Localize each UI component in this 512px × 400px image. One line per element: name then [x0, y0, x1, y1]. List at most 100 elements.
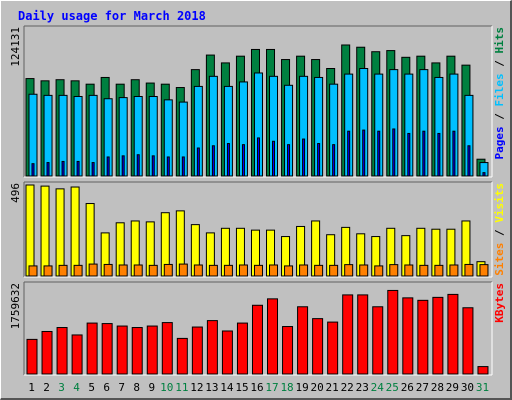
kbytes-bar: [131, 327, 143, 375]
day-label: 30: [461, 381, 474, 394]
sites-bar: [28, 265, 38, 277]
sites-bar: [133, 264, 143, 277]
sites-bar: [389, 264, 399, 277]
sites-bar: [479, 264, 489, 277]
kbytes-bar: [282, 326, 294, 375]
pages-bar: [482, 172, 486, 177]
day-label: 11: [175, 381, 188, 394]
sites-bar: [419, 264, 429, 277]
sites-bar: [434, 264, 444, 277]
kbytes-bar: [327, 321, 339, 375]
chart-title: Daily usage for March 2018: [18, 9, 206, 23]
sites-bar: [284, 265, 294, 277]
pages-bar: [181, 156, 185, 177]
pages-bar: [317, 143, 321, 177]
kbytes-bar: [101, 323, 113, 375]
pages-bar: [362, 129, 366, 177]
kbytes-bar: [71, 334, 83, 375]
kbytes-bar: [161, 322, 173, 375]
day-label: 3: [58, 381, 65, 394]
sites-bar: [299, 264, 309, 277]
pages-bar: [76, 160, 80, 177]
panel-3-ymax-label: 1759632: [9, 283, 22, 329]
day-label: 26: [401, 381, 414, 394]
sites-bar: [223, 264, 233, 277]
legend-part: /: [493, 107, 506, 127]
pages-bar: [422, 130, 426, 177]
pages-bar: [302, 138, 306, 177]
day-label: 29: [446, 381, 459, 394]
day-label: 7: [118, 381, 125, 394]
kbytes-bar: [357, 294, 369, 375]
legend-part: /: [493, 223, 506, 243]
kbytes-bar: [56, 327, 68, 375]
sites-bar: [374, 265, 384, 277]
kbytes-bar: [191, 326, 203, 375]
pages-bar: [256, 137, 260, 177]
kbytes-bar: [387, 289, 399, 375]
day-label: 18: [280, 381, 293, 394]
pages-bar: [452, 130, 456, 177]
day-label: 25: [386, 381, 399, 394]
sites-bar: [58, 264, 68, 277]
day-label: 10: [160, 381, 173, 394]
kbytes-bar: [432, 296, 444, 375]
sites-bar: [163, 263, 173, 277]
day-label: 4: [73, 381, 80, 394]
day-label: 9: [148, 381, 155, 394]
kbytes-bar: [176, 337, 188, 375]
panel-3-legend-label: KBytes: [493, 283, 506, 323]
sites-bar: [329, 264, 339, 277]
kbytes-bar: [146, 325, 158, 375]
kbytes-bar: [372, 306, 384, 375]
panel-2-ymax-label: 496: [9, 183, 22, 203]
pages-bar: [136, 154, 140, 177]
sites-bar: [269, 264, 279, 277]
day-label: 24: [371, 381, 385, 394]
pages-bar: [106, 156, 110, 177]
day-label: 21: [326, 381, 339, 394]
day-label: 12: [190, 381, 203, 394]
kbytes-bar: [86, 322, 98, 375]
pages-bar: [467, 145, 471, 177]
day-label: 22: [341, 381, 354, 394]
pages-bar: [151, 155, 155, 177]
pages-bar: [392, 128, 396, 177]
legend-part: Pages: [493, 126, 506, 159]
day-label: 14: [220, 381, 234, 394]
legend-part: Hits: [493, 27, 506, 54]
kbytes-bar: [312, 318, 324, 375]
kbytes-bar: [462, 307, 474, 375]
kbytes-bar: [221, 330, 233, 375]
day-label: 1: [28, 381, 35, 394]
panel-2-legend-label: Sites / Visits: [493, 183, 506, 276]
pages-bar: [272, 140, 276, 177]
legend-part: KBytes: [493, 283, 506, 323]
legend-part: Visits: [493, 183, 506, 223]
day-label: 19: [295, 381, 308, 394]
sites-bar: [43, 265, 53, 277]
pages-bar: [31, 163, 35, 177]
day-label: 13: [205, 381, 218, 394]
pages-bar: [287, 144, 291, 177]
day-label: 5: [88, 381, 95, 394]
sites-bar: [73, 264, 83, 277]
kbytes-bar: [297, 306, 309, 375]
visits-bar: [55, 188, 65, 277]
day-label: 2: [43, 381, 50, 394]
visits-bar: [40, 185, 50, 277]
sites-bar: [88, 263, 98, 277]
day-label: 16: [250, 381, 263, 394]
sites-bar: [464, 263, 474, 277]
sites-bar: [344, 264, 354, 277]
visits-bar: [70, 186, 80, 277]
kbytes-bar: [447, 293, 459, 375]
pages-bar: [377, 130, 381, 177]
kbytes-bar: [267, 298, 279, 375]
pages-bar: [407, 132, 411, 177]
pages-bar: [211, 145, 215, 177]
sites-bar: [148, 264, 158, 277]
panel-1-legend-label: Pages / Files / Hits: [493, 27, 506, 160]
legend-part: Files: [493, 73, 506, 106]
pages-bar: [121, 155, 125, 177]
